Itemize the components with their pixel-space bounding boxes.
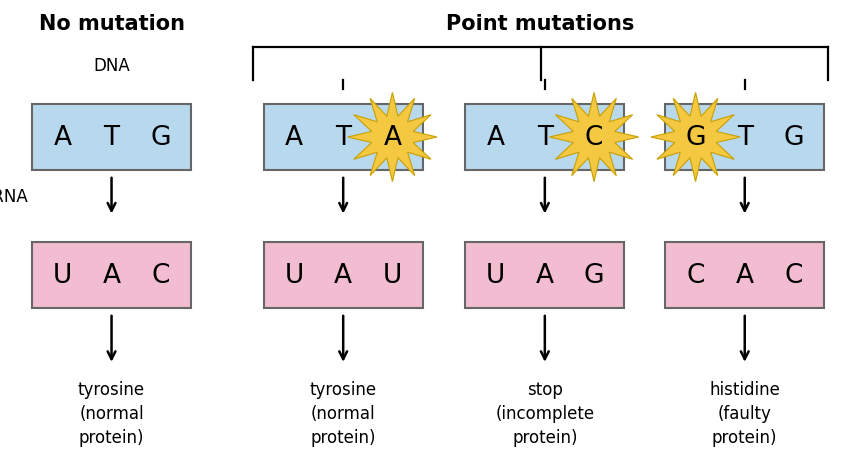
FancyBboxPatch shape <box>465 242 625 308</box>
Text: G: G <box>686 125 706 151</box>
Text: A: A <box>103 263 120 288</box>
Text: A: A <box>486 125 505 151</box>
Text: DNA: DNA <box>94 56 130 75</box>
Text: A: A <box>384 125 402 151</box>
Text: U: U <box>52 263 72 288</box>
Polygon shape <box>651 93 740 182</box>
Text: T: T <box>104 125 119 151</box>
FancyBboxPatch shape <box>33 242 190 308</box>
Text: histidine
(faulty
protein): histidine (faulty protein) <box>710 381 780 446</box>
Text: G: G <box>583 263 604 288</box>
FancyBboxPatch shape <box>465 104 625 171</box>
Text: U: U <box>383 263 402 288</box>
Polygon shape <box>347 93 437 182</box>
FancyBboxPatch shape <box>666 242 824 308</box>
Text: A: A <box>335 263 352 288</box>
Text: U: U <box>486 263 505 288</box>
Text: stop
(incomplete
protein): stop (incomplete protein) <box>495 381 595 446</box>
Text: tyrosine
(normal
protein): tyrosine (normal protein) <box>310 381 377 446</box>
Text: C: C <box>585 125 603 151</box>
FancyBboxPatch shape <box>666 104 824 171</box>
Text: G: G <box>783 125 804 151</box>
Text: A: A <box>285 125 303 151</box>
Text: Point mutations: Point mutations <box>446 14 635 34</box>
Polygon shape <box>549 93 638 182</box>
FancyBboxPatch shape <box>33 104 190 171</box>
Text: C: C <box>152 263 170 288</box>
Text: U: U <box>284 263 304 288</box>
Text: T: T <box>335 125 351 151</box>
Text: tyrosine
(normal
protein): tyrosine (normal protein) <box>78 381 145 446</box>
Text: mRNA: mRNA <box>0 187 28 205</box>
Text: T: T <box>737 125 752 151</box>
Text: G: G <box>150 125 171 151</box>
FancyBboxPatch shape <box>264 104 422 171</box>
Text: No mutation: No mutation <box>39 14 184 34</box>
Text: A: A <box>736 263 753 288</box>
Text: A: A <box>536 263 553 288</box>
Text: A: A <box>53 125 71 151</box>
FancyBboxPatch shape <box>264 242 422 308</box>
Text: C: C <box>785 263 803 288</box>
Text: C: C <box>686 263 704 288</box>
Text: T: T <box>537 125 553 151</box>
